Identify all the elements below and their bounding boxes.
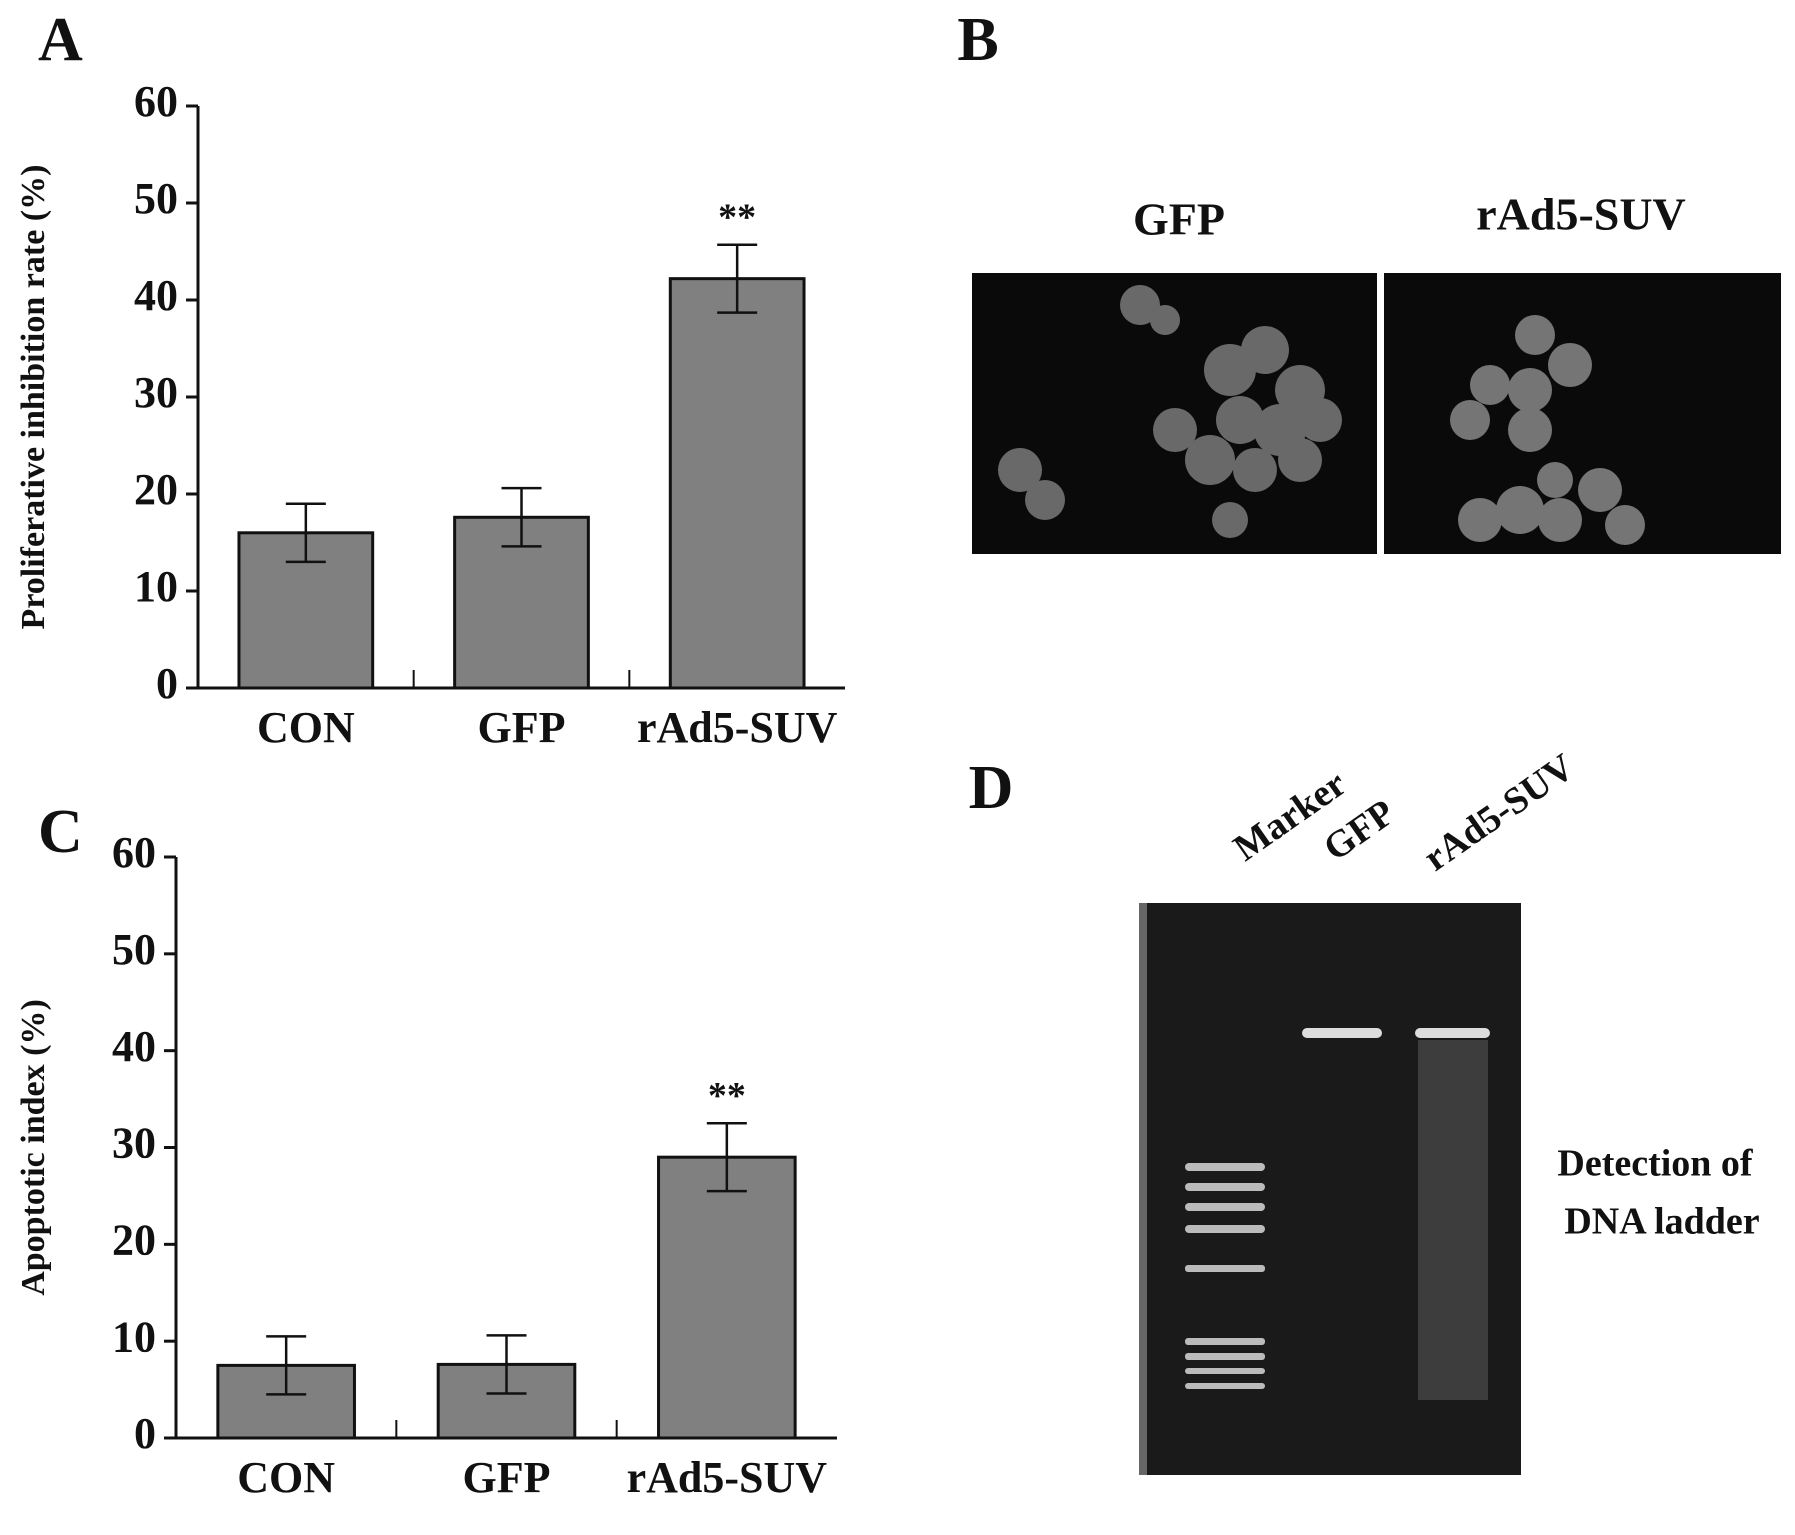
- y-axis-label: Proliferative inhibition rate (%): [15, 165, 52, 630]
- significance-mark: **: [718, 196, 756, 238]
- error-bar: [486, 1334, 527, 1395]
- y-tick-label: 10: [134, 562, 178, 611]
- micrograph-images: [972, 273, 1781, 554]
- y-tick-label: 30: [112, 1119, 156, 1168]
- x-tick-label: rAd5-SUV: [637, 703, 838, 752]
- x-tick-label: CON: [257, 703, 355, 752]
- error-bar: [266, 1335, 307, 1396]
- image-caption: GFP: [1133, 194, 1225, 245]
- y-tick-label: 10: [112, 1312, 156, 1361]
- y-tick-label: 60: [112, 828, 156, 877]
- bar: [657, 1155, 797, 1440]
- significance-mark: **: [708, 1075, 746, 1117]
- x-tick-label: rAd5-SUV: [627, 1453, 828, 1502]
- error-bar: [706, 1122, 747, 1193]
- panel-label: B: [957, 6, 998, 74]
- panel-label: D: [969, 754, 1014, 822]
- y-tick-label: 0: [156, 659, 178, 708]
- error-bar: [501, 486, 542, 548]
- bar: [237, 531, 375, 690]
- panel-label: A: [38, 6, 83, 74]
- panel-label: C: [38, 798, 83, 866]
- y-tick-label: 40: [134, 271, 178, 320]
- bar: [668, 277, 806, 690]
- rad5-suv-image: [1384, 273, 1781, 554]
- gel-caption: DNA ladder: [1564, 1201, 1759, 1243]
- error-bar: [717, 243, 758, 314]
- y-tick-label: 20: [112, 1215, 156, 1264]
- error-bar: [285, 502, 326, 564]
- gel-image: [1139, 903, 1521, 1475]
- lane-label: rAd5-SUV: [1416, 745, 1582, 879]
- y-tick-label: 30: [134, 368, 178, 417]
- x-tick-label: CON: [237, 1453, 335, 1502]
- image-caption: rAd5-SUV: [1476, 189, 1686, 240]
- y-tick-label: 40: [112, 1022, 156, 1071]
- x-tick-label: GFP: [463, 1453, 551, 1502]
- y-tick-label: 0: [134, 1409, 156, 1458]
- x-tick-label: GFP: [478, 703, 566, 752]
- y-tick-label: 50: [112, 925, 156, 974]
- y-tick-label: 20: [134, 465, 178, 514]
- y-tick-label: 50: [134, 174, 178, 223]
- y-axis-label: Apoptotic index (%): [15, 999, 52, 1296]
- y-tick-label: 60: [134, 77, 178, 126]
- gel-caption: Detection of: [1557, 1143, 1754, 1185]
